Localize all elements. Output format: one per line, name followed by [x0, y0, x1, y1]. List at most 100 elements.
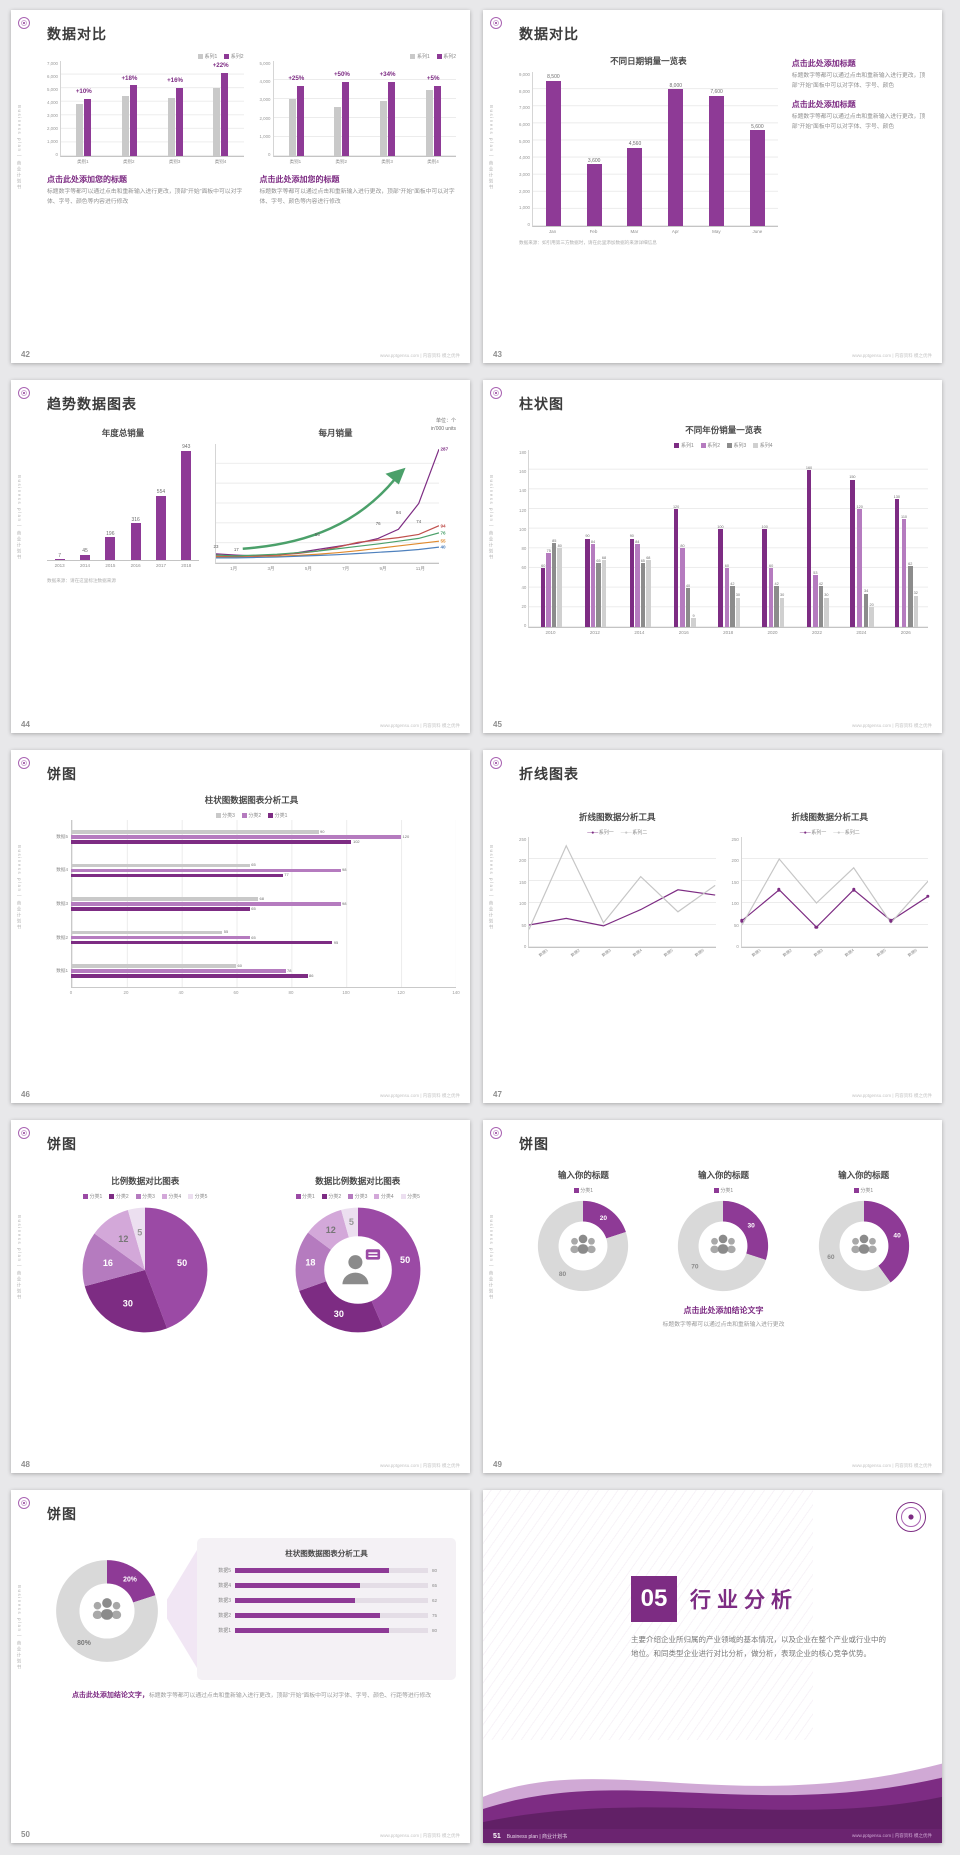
bar: [901, 518, 907, 627]
bar: [863, 593, 869, 627]
category-label: 数据5: [56, 833, 68, 839]
bar: [590, 544, 596, 627]
bar-group: +50%: [319, 61, 365, 156]
x-axis: 类别1 类别2 类别3 类别4: [60, 157, 244, 166]
line-chart-left: —●— 系列一 —●— 系列二 250 200 150 100 50 0 数据1 数据2 数据3 数据4 数…: [519, 828, 716, 958]
bar-chart: 系列1 系列2 系列3 系列4 180 160 140 120 100 80 60 40 20 0 60 75…: [519, 441, 928, 637]
plot-wrap: 60 75 85 80 90 84 65 68 90 84 65 68 120 80 40 9 100 60 42 3…: [528, 450, 928, 637]
bar-wrap: 84: [590, 450, 596, 627]
footer-site-text: www.pptgensu.com | 内容资料 模之优件: [852, 1093, 932, 1098]
bar: [749, 130, 765, 226]
bar-value-label: 60: [541, 563, 546, 568]
bar-group: 3,600: [574, 72, 615, 226]
slice-label: 16: [103, 1258, 113, 1268]
donut-chart: 分类1 20 80: [519, 1186, 648, 1293]
bar-line: 77: [71, 873, 456, 878]
slide-footer: 44 www.pptgensu.com | 内容资料 模之优件: [21, 720, 460, 729]
bar: [813, 574, 818, 627]
x-tick-label: 2018: [181, 563, 192, 568]
y-tick-label: 5,000: [47, 87, 58, 92]
x-tick-label: 5月: [304, 566, 312, 571]
plot-wrap: 8,500 3,600 4,560 8,000 7,600 5,600 Jan Feb Mar A…: [532, 72, 778, 236]
bar-wrap: [342, 61, 350, 156]
bar: [71, 840, 352, 844]
bar-value-label: 8,500: [547, 74, 560, 81]
grouped-bar-chart-yearly: 系列1 系列2 系列3 系列4 180 160 140 120 100 80 60 40 20 0 60 75…: [519, 441, 928, 637]
slide-49-donut-charts[interactable]: Business plan | 商业计划书 饼图 输入你的标题 分类1 20 80 …: [483, 1120, 942, 1473]
bar: [857, 509, 862, 627]
bar-group: +22%: [198, 61, 244, 156]
legend-item: 分类5: [400, 1193, 420, 1200]
bar: [130, 523, 141, 560]
bar-value-label: 20: [869, 603, 874, 608]
x-tick-label: 2016: [678, 630, 689, 635]
bar-track: [235, 1613, 428, 1618]
slide-content: 饼图 20% 80% 柱状图数据图表分析工具 数据5 80 数据4 65 数据3 62 数据2…: [47, 1504, 456, 1821]
plot-area: [740, 837, 930, 948]
bar-value-label: 86: [309, 973, 314, 979]
bar: [71, 935, 250, 940]
bar-wrap: 40: [685, 450, 691, 627]
bar-value-label: 90: [629, 534, 634, 539]
slide-44-trend-charts[interactable]: Business plan | 商业计划书 趋势数据图表 单位：个 in'000…: [11, 380, 470, 733]
bar-wrap: 60: [540, 450, 546, 627]
legend-label: 分类3: [354, 1194, 368, 1200]
bar-group: 90 84 65 68: [574, 450, 618, 627]
slide-46-bar-analysis[interactable]: Business plan | 商业计划书 饼图 柱状图数据图表分析工具 分类3…: [11, 750, 470, 1103]
bar-value-label: 30: [824, 593, 829, 598]
bar-wrap: 84: [635, 450, 640, 627]
slice-label: 5: [349, 1217, 354, 1227]
bar: [121, 96, 129, 156]
legend-swatch: [753, 443, 759, 448]
point-label: 74: [416, 518, 422, 524]
brand-logo-icon: [18, 1127, 30, 1139]
y-axis: 180 160 140 120 100 80 60 40 20 0: [519, 450, 528, 637]
y-tick-label: 6,000: [519, 121, 530, 127]
bar: [433, 85, 441, 156]
bar: [668, 89, 684, 226]
bar-value-label: 102: [352, 838, 360, 844]
page-number: 43: [493, 350, 502, 359]
bar-value-label: 80: [432, 1568, 438, 1573]
end-label: 55: [440, 538, 446, 544]
growth-label: +34%: [379, 71, 396, 79]
bar-group: 45: [72, 444, 97, 560]
slide-45-column-chart[interactable]: Business plan | 商业计划书 柱状图 不同年份销量一览表 系列1 系…: [483, 380, 942, 733]
donut-svg: 20% 80%: [56, 1560, 158, 1662]
bar-row: 数据3 62: [211, 1597, 442, 1604]
page-number: 48: [21, 1460, 30, 1469]
legend-swatch: [215, 813, 221, 818]
plot-wrap: 数据1 数据2 数据3 数据4 数据5 数据6: [528, 837, 716, 958]
legend-label: 系列4: [759, 443, 773, 449]
bar-group: 8,500: [533, 72, 574, 226]
slide-43-data-compare[interactable]: Business plan | 商业计划书 数据对比 不同日期销量一览表 9,0…: [483, 10, 942, 363]
right-column: 数据比例数据对比图表 分类1 分类2 分类3 分类4 分类5 50 30 18 12 5: [260, 1170, 457, 1335]
bar: [545, 80, 561, 226]
y-tick-label: 0: [523, 943, 527, 949]
y-tick-label: 2,000: [519, 188, 530, 194]
slide-48-pie-charts[interactable]: Business plan | 商业计划书 饼图 比例数据对比图表 分类1 分类2…: [11, 1120, 470, 1473]
slide-51-section-divider[interactable]: 05 行业分析 主要介绍企业所归属的产业领域的基本情况，以及企业在整个产业或行业…: [483, 1490, 942, 1843]
growth-label: +22%: [212, 62, 229, 70]
unit-line: 单位：个: [435, 418, 456, 424]
legend-item: 分类4: [161, 1193, 181, 1200]
pie-svg: 50 30 16 12 5: [82, 1207, 208, 1333]
bar-value-label: 40: [685, 583, 691, 588]
point-label: 23: [213, 543, 219, 549]
donut-block: 输入你的标题 分类1 30 70: [659, 1164, 788, 1293]
x-tick-label: 2022: [811, 630, 822, 635]
slide-42-data-compare[interactable]: Business plan | 商业计划书 数据对比 系列1 系列2 7,000 6,…: [11, 10, 470, 363]
brand-logo-icon: [490, 387, 502, 399]
slide-50-donut-bar-summary[interactable]: Business plan | 商业计划书 饼图 20% 80% 柱状图数据图表分…: [11, 1490, 470, 1843]
legend-line-swatch: —●—: [620, 829, 632, 836]
two-column-layout: 年度总销量 7 45 196 316 554 943 2013 2014 2015 2016 201…: [47, 422, 456, 574]
bar: [79, 554, 90, 560]
slide-footer: 47 www.pptgensu.com | 内容资料 模之优件: [493, 1090, 932, 1099]
brand-logo-icon: [490, 17, 502, 29]
slide-47-line-charts[interactable]: Business plan | 商业计划书 折线图表 折线图数据分析工具 —●—…: [483, 750, 942, 1103]
x-tick-label: 60: [233, 990, 239, 995]
growth-label: +25%: [288, 74, 305, 82]
bar-group: +25%: [274, 61, 320, 156]
x-tick-label: June: [752, 229, 763, 234]
bar: [601, 560, 607, 627]
